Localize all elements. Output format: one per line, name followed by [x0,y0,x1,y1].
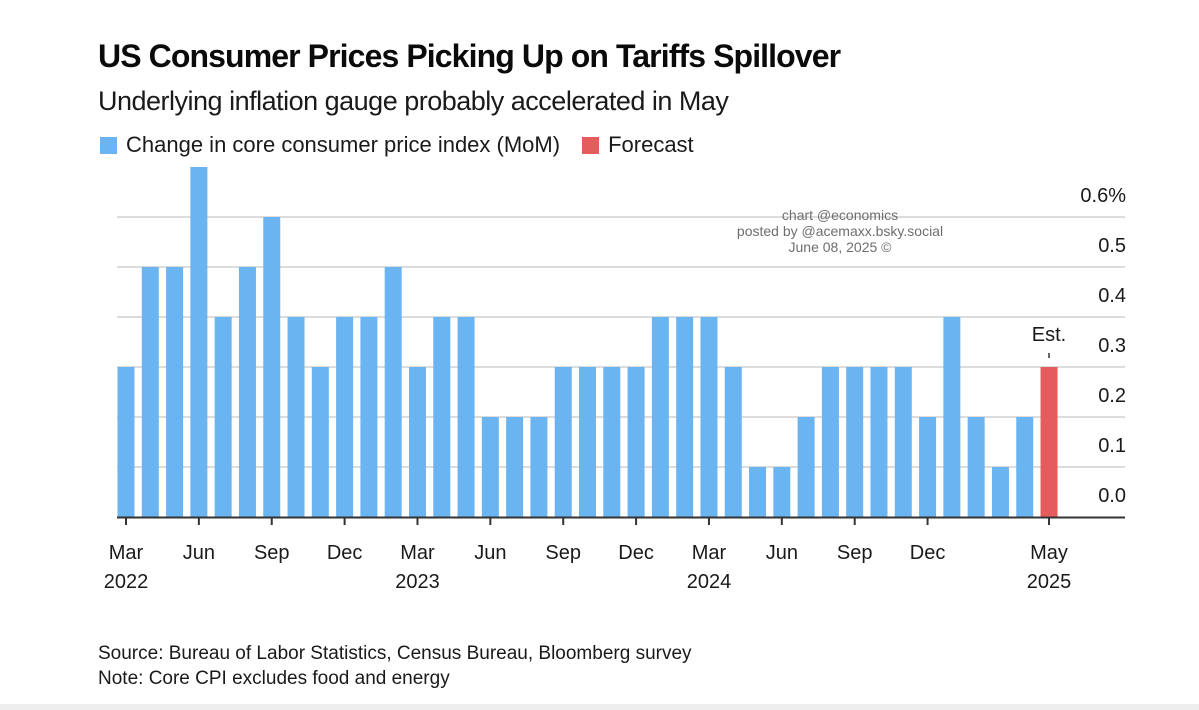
watermark-line-2: posted by @acemaxx.bsky.social [736,223,944,239]
bar-core-cpi [311,367,329,517]
annotations: Est. [1032,324,1066,358]
y-tick-label: 0.4 [1098,285,1126,307]
bars [117,167,1058,517]
y-tick-label: 0.5 [1098,235,1126,257]
legend: Change in core consumer price index (MoM… [100,132,716,158]
footer: Source: Bureau of Labor Statistics, Cens… [98,641,692,691]
bar-core-cpi [433,317,451,517]
footnote: Note: Core CPI excludes food and energy [98,668,450,689]
bar-core-cpi [166,267,184,517]
x-tick-label-month: Sep [545,542,581,564]
bar-core-cpi [603,367,621,517]
x-tick-label-year: 2022 [104,571,149,593]
legend-label-core-cpi: Change in core consumer price index (MoM… [126,132,561,157]
x-tick-label-month: Mar [400,542,435,564]
bar-core-cpi [336,317,354,517]
chart-title: US Consumer Prices Picking Up on Tariffs… [98,38,841,74]
x-axis-labels: Mar 2022 Jun Sep Dec Mar 2023 Jun Sep Dec Mar 2024 J… [104,542,1072,593]
x-tick-label-year: 2024 [687,571,732,593]
x-tick-label-year: 2023 [395,571,440,593]
bar-core-cpi [141,267,159,517]
bar-core-cpi [676,317,694,517]
bar-core-cpi [773,467,791,517]
bar-core-cpi [1016,417,1034,517]
x-tick-label-month: Jun [766,542,798,564]
bar-core-cpi [846,367,864,517]
x-tick-label-month: Dec [327,542,363,564]
bar-core-cpi [749,467,767,517]
legend-swatch-core-cpi [100,136,117,154]
bar-core-cpi [506,417,524,517]
bar-core-cpi [967,417,985,517]
bar-core-cpi [360,317,378,517]
legend-item-core-cpi: Change in core consumer price index (MoM… [100,132,560,158]
watermark-line-3: June 08, 2025 © [788,239,892,255]
x-tick-label-month: Sep [837,542,873,564]
bar-core-cpi [190,167,208,517]
legend-swatch-forecast [582,136,600,154]
bar-core-cpi [214,317,232,517]
bar-core-cpi [821,367,839,517]
bar-core-cpi [991,467,1009,517]
bar-core-cpi [481,417,499,517]
bar-core-cpi [870,367,888,517]
watermark-line-1: chart @economics [781,207,899,223]
bar-core-cpi [627,367,645,517]
x-tick-label-month: Dec [910,542,946,564]
y-tick-label: 0.6% [1080,185,1126,207]
bar-core-cpi [724,367,742,517]
y-tick-label: 0.2 [1098,385,1126,407]
watermark: chart @economics posted by @acemaxx.bsky… [700,207,980,255]
legend-item-forecast: Forecast [582,132,694,158]
y-tick-label: 0.0 [1098,485,1126,507]
bar-core-cpi [238,267,256,517]
annotation-est-label: Est. [1032,324,1066,346]
bar-core-cpi [943,317,961,517]
x-tick-label-month: Dec [618,542,654,564]
bar-core-cpi [287,317,305,517]
bar-core-cpi [651,317,669,517]
bar-core-cpi [554,367,572,517]
bar-core-cpi [263,217,281,517]
y-axis-labels: 0.0 0.1 0.2 0.3 0.4 0.5 0.6% [1080,185,1126,507]
x-tick-label-month: Jun [474,542,506,564]
bar-core-cpi [579,367,597,517]
bar-core-cpi [384,267,402,517]
bottom-band [0,704,1199,710]
bar-forecast [1040,367,1058,517]
x-axis [117,516,1125,525]
bar-core-cpi [919,417,937,517]
bar-core-cpi [700,317,718,517]
bar-core-cpi [457,317,475,517]
x-tick-label-month: Jun [183,542,215,564]
bar-core-cpi [797,417,815,517]
y-tick-label: 0.1 [1098,435,1126,457]
source-note: Source: Bureau of Labor Statistics, Cens… [98,643,692,664]
x-tick-label-month: Mar [692,542,727,564]
x-tick-label-month: Sep [254,542,290,564]
bar-core-cpi [408,367,426,517]
x-tick-label-year: 2025 [1027,571,1072,593]
y-tick-label: 0.3 [1098,335,1126,357]
bar-core-cpi [117,367,135,517]
bar-core-cpi [894,367,912,517]
legend-label-forecast: Forecast [608,132,694,157]
bar-core-cpi [530,417,548,517]
chart-subtitle: Underlying inflation gauge probably acce… [98,86,729,116]
x-tick-label-month: Mar [109,542,144,564]
x-tick-label-month: May [1030,542,1068,564]
